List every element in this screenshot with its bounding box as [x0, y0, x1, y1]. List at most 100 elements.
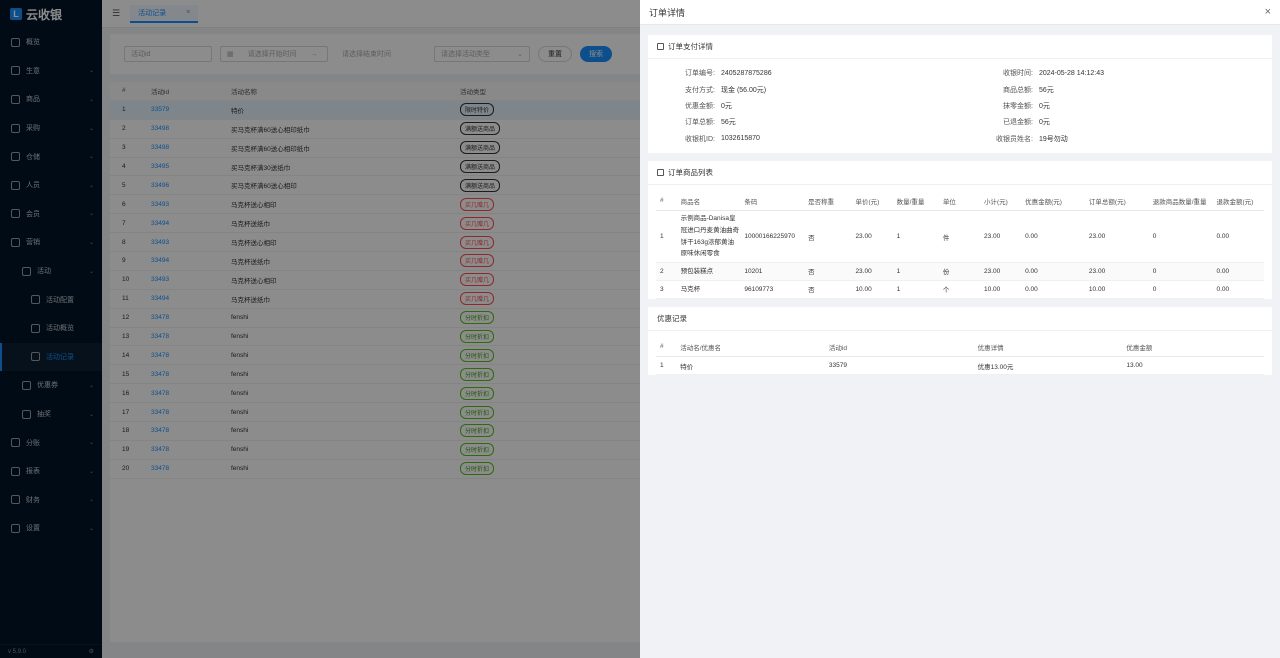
activity-type-tag: 分时折扣: [460, 386, 495, 400]
activity-type-cell: 分时折扣: [460, 443, 560, 457]
sidebar-item[interactable]: 报表 ⌄: [0, 457, 102, 486]
goods-header-cell: 是否称重: [804, 190, 852, 212]
activity-id-link[interactable]: 33493: [151, 200, 170, 208]
reset-button[interactable]: 重置: [538, 46, 572, 62]
goods-cell: 10000166225970: [740, 210, 805, 263]
activity-type-select[interactable]: 请选择活动类型 ⌄: [434, 46, 530, 62]
sidebar-item[interactable]: 商品 ⌄: [0, 85, 102, 114]
sidebar-item[interactable]: 设置 ⌄: [0, 514, 102, 543]
sidebar-item-label: 商品: [26, 96, 40, 104]
table-row: 1 特价 33579 优惠13.00元 13.00: [656, 356, 1264, 376]
activity-id-link[interactable]: 33494: [151, 219, 170, 227]
goods-cell: 1: [656, 210, 677, 263]
end-time-picker[interactable]: 请选择结束时间: [342, 51, 391, 58]
activity-name: fenshi: [231, 465, 249, 473]
activity-id-link[interactable]: 33478: [151, 389, 170, 397]
activity-id-link[interactable]: 33493: [151, 276, 170, 284]
sidebar-item[interactable]: 分账 ⌄: [0, 428, 102, 457]
goods-cell: 0.00: [1021, 210, 1085, 263]
tab-activity-records[interactable]: 活动记录 ×: [130, 4, 199, 23]
close-icon[interactable]: ×: [1264, 6, 1271, 18]
activity-name: 买马克杯满30送纸巾: [231, 164, 291, 172]
start-time-placeholder: 请选择开始时间: [247, 51, 297, 58]
drawer-header: 订单详情 ×: [640, 0, 1280, 25]
goods-cell: 预包装糕点: [676, 262, 741, 281]
sidebar-item-label: 优惠券: [37, 382, 58, 390]
sidebar-item[interactable]: 生意 ⌄: [0, 57, 102, 86]
sidebar-item[interactable]: 财务 ⌄: [0, 486, 102, 515]
user-icon: [11, 180, 20, 190]
start-time-picker[interactable]: ▦ 请选择开始时间 →: [220, 46, 328, 62]
sidebar-item[interactable]: 活动 ⌄: [0, 257, 102, 286]
sidebar-item-label: 采购: [26, 125, 40, 133]
activity-id-link[interactable]: 33498: [151, 144, 170, 152]
row-index: 19: [122, 446, 130, 454]
sidebar-item[interactable]: 概览: [0, 28, 102, 57]
chevron-down-icon: ⌄: [517, 51, 523, 58]
activity-type-cell: 买几赠几: [460, 216, 560, 230]
sidebar-item[interactable]: 活动概览: [0, 314, 102, 343]
chevron-down-icon: ⌄: [88, 411, 94, 418]
activity-type-cell: 满额送商品: [460, 141, 560, 155]
activity-name: 买马克杯满60送心相印纸巾: [231, 145, 310, 153]
activity-id-link[interactable]: 33478: [151, 427, 170, 435]
info-row: 抹零金额: 0元: [978, 98, 1268, 114]
activity-id-link[interactable]: 33478: [151, 370, 170, 378]
row-index: 17: [122, 408, 130, 416]
activity-id-link[interactable]: 33478: [151, 446, 170, 454]
goods-table-body: 1 示例商品-Danisa皇冠进口丹麦黄油曲奇饼干163g浓郁黄油原味休闲零食 10…: [656, 210, 1264, 299]
header-type: 活动类型: [460, 88, 486, 96]
chevron-down-icon: ⌄: [88, 440, 94, 447]
sidebar-item[interactable]: 仓储 ⌄: [0, 142, 102, 171]
menu-toggle-icon[interactable]: ☰: [112, 8, 121, 18]
activity-id-link[interactable]: 33478: [151, 333, 170, 341]
activity-id-link[interactable]: 33494: [151, 257, 170, 265]
goods-cell: 0.00: [1212, 280, 1264, 299]
info-row: 已退金额: 0元: [978, 114, 1268, 130]
activity-id-link[interactable]: 33494: [151, 295, 170, 303]
sidebar-item[interactable]: 营销 ⌄: [0, 228, 102, 257]
activity-type-tag: 买几赠几: [460, 197, 495, 211]
payment-info-right: 收银时间: 2024-05-28 14:12:43 商品总额: 56元 抹零金额: 0元已…: [978, 65, 1268, 147]
activity-type-cell: 买几赠几: [460, 292, 560, 306]
row-index: 15: [122, 370, 130, 378]
sidebar-item-label: 财务: [26, 496, 40, 504]
logo[interactable]: L 云收银: [0, 0, 102, 28]
activity-id-input[interactable]: 活动id: [124, 46, 212, 62]
discount-table: # 活动名/优惠名 活动id 优惠详情 优惠金额 1 特价 33579 优惠13.00元 13.…: [656, 336, 1264, 376]
goods-cell: 件: [938, 210, 980, 263]
activity-type-tag: 买几赠几: [460, 235, 495, 249]
drawer-title: 订单详情: [649, 7, 686, 18]
sidebar-item[interactable]: 活动记录: [0, 342, 102, 372]
info-label: 订单总额:: [685, 119, 715, 127]
tab-close-icon[interactable]: ×: [186, 9, 191, 16]
sidebar-item[interactable]: 采购 ⌄: [0, 114, 102, 143]
activity-id-link[interactable]: 33579: [151, 106, 170, 114]
sidebar-item[interactable]: 人员 ⌄: [0, 171, 102, 200]
sidebar-item[interactable]: 优惠券 ⌄: [0, 371, 102, 400]
activity-id-link[interactable]: 33496: [151, 181, 170, 189]
info-row: 支付方式: 现金 (56.00元): [648, 81, 978, 97]
info-label: 收银机ID:: [685, 135, 715, 143]
sidebar-item[interactable]: 会员 ⌄: [0, 200, 102, 229]
activity-id-link[interactable]: 33498: [151, 125, 170, 133]
chart-icon: [31, 323, 40, 333]
activity-id-link[interactable]: 33478: [151, 314, 170, 322]
sidebar-item[interactable]: 活动配置: [0, 285, 102, 314]
activity-id-link[interactable]: 33478: [151, 408, 170, 416]
goods-header-cell: 优惠金额(元): [1021, 190, 1085, 212]
goods-cell: 否: [804, 210, 852, 263]
activity-name: 马克杯送心相印: [231, 240, 277, 248]
info-value: 56元: [721, 119, 736, 127]
activity-id-link[interactable]: 33495: [151, 163, 170, 170]
activity-id-link[interactable]: 33478: [151, 465, 170, 473]
sidebar-item-label: 设置: [26, 525, 40, 533]
info-row: 收银员姓名: 19号勿动: [978, 131, 1268, 147]
sidebar-item[interactable]: 抽奖 ⌄: [0, 400, 102, 429]
activity-id-link[interactable]: 33493: [151, 238, 170, 246]
settings-gear-icon[interactable]: ⚙: [88, 649, 94, 655]
activity-id-link[interactable]: 33478: [151, 351, 170, 359]
goods-cell: 1: [892, 210, 939, 263]
drawer-mask[interactable]: [0, 0, 640, 658]
search-button[interactable]: 搜索: [580, 46, 612, 62]
